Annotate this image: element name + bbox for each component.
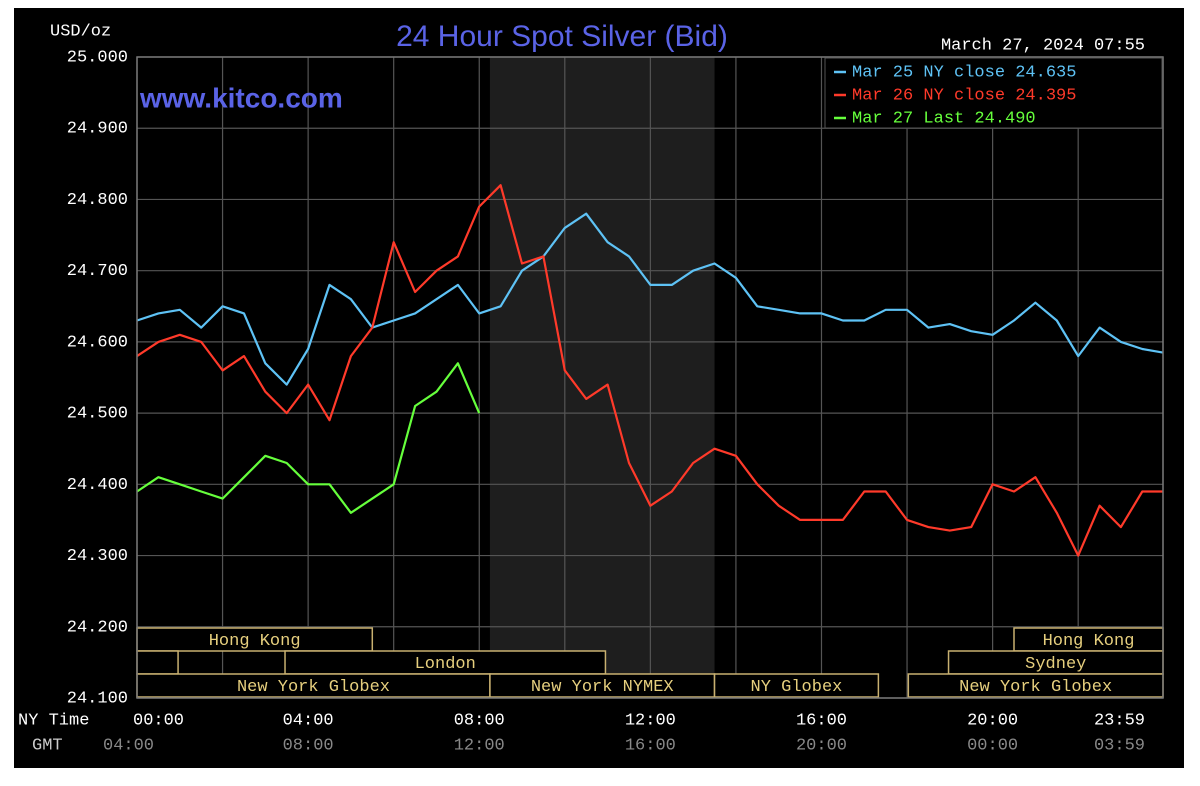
y-tick-label: 24.600 xyxy=(67,333,128,352)
x-tick-label: 16:00 xyxy=(796,711,847,730)
timestamp: March 27, 2024 07:55 xyxy=(941,36,1145,55)
x2-tick-label: 03:59 xyxy=(1094,736,1145,755)
y-tick-label: 24.800 xyxy=(67,191,128,210)
x-tick-label: 00:00 xyxy=(133,711,184,730)
chart-title: 24 Hour Spot Silver (Bid) xyxy=(396,20,728,53)
series-line xyxy=(136,184,1163,557)
x2-tick-label: 04:00 xyxy=(103,736,154,755)
x-tick-label: 20:00 xyxy=(967,711,1018,730)
x-axis-label: NY Time xyxy=(18,711,89,730)
x-tick-label: 08:00 xyxy=(454,711,505,730)
session-label: NY Globex xyxy=(751,678,843,697)
legend-label: Mar 26 NY close 24.395 xyxy=(852,86,1076,105)
session-label: Hong Kong xyxy=(1043,632,1135,651)
legend-label: Mar 25 NY close 24.635 xyxy=(852,63,1076,82)
session-label: New York Globex xyxy=(237,678,390,697)
x2-tick-label: 08:00 xyxy=(283,736,334,755)
x2-axis-label: GMT xyxy=(32,736,63,755)
series-line xyxy=(136,212,1164,386)
legend-box xyxy=(824,57,1163,129)
x-tick-label: 04:00 xyxy=(283,711,334,730)
x-tick-label: 12:00 xyxy=(625,711,676,730)
session-label: Hong Kong xyxy=(209,632,301,651)
y-tick-label: 24.900 xyxy=(67,120,128,139)
y-tick-label: 24.200 xyxy=(67,618,128,637)
session-highlight xyxy=(489,57,715,698)
series-line xyxy=(136,362,481,514)
y-axis-label: USD/oz xyxy=(50,22,111,41)
y-tick-label: 24.100 xyxy=(67,689,128,708)
session-label: London xyxy=(415,655,476,674)
y-tick-label: 25.000 xyxy=(67,48,128,67)
y-tick-label: 24.400 xyxy=(67,476,128,495)
session-label: New York Globex xyxy=(959,678,1112,697)
watermark: www.kitco.com xyxy=(139,82,343,113)
session-label: New York NYMEX xyxy=(531,678,674,697)
x2-tick-label: 00:00 xyxy=(967,736,1018,755)
session-box xyxy=(713,673,880,698)
x-tick-label: 23:59 xyxy=(1094,711,1145,730)
x2-tick-label: 12:00 xyxy=(454,736,505,755)
session-label: Sydney xyxy=(1025,655,1086,674)
y-tick-label: 24.300 xyxy=(67,547,128,566)
y-tick-label: 24.700 xyxy=(67,262,128,281)
y-tick-label: 24.500 xyxy=(67,405,128,424)
x2-tick-label: 20:00 xyxy=(796,736,847,755)
legend-label: Mar 27 Last 24.490 xyxy=(852,109,1036,128)
plot-frame xyxy=(136,56,1164,699)
session-box xyxy=(136,650,179,675)
x2-tick-label: 16:00 xyxy=(625,736,676,755)
